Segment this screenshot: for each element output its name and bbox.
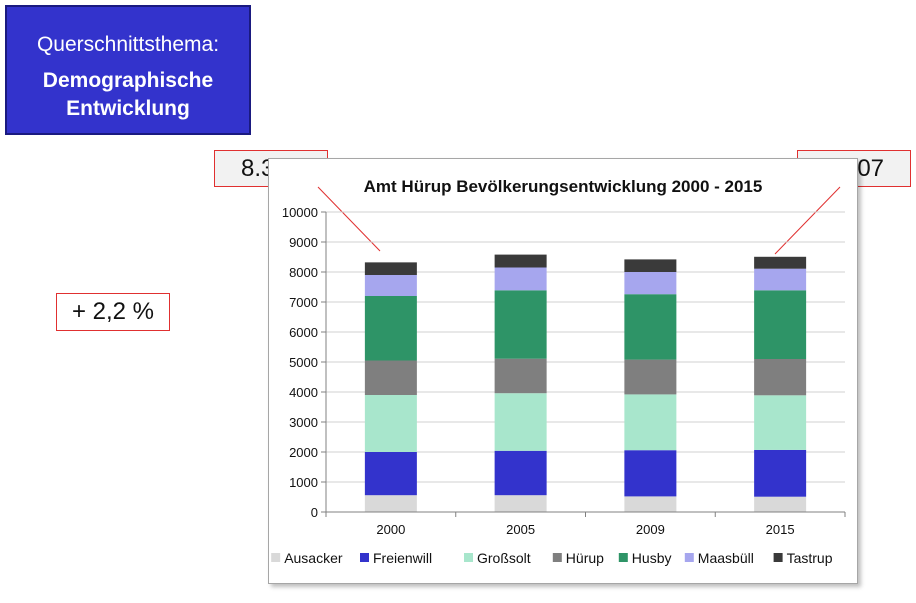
legend-label-2: Großsolt xyxy=(477,550,531,566)
topic-title: Demographische Entwicklung xyxy=(7,67,249,123)
legend-swatch-6 xyxy=(773,553,783,562)
topic-title-line1: Demographische xyxy=(42,69,214,92)
legend-label-4: Husby xyxy=(632,550,672,566)
bar-segment-2005-5 xyxy=(494,267,547,291)
bar-segment-2009-2 xyxy=(624,394,677,451)
bar-segment-2009-5 xyxy=(624,272,677,295)
bar-segment-2015-5 xyxy=(754,268,807,291)
callout-leader-2015 xyxy=(774,186,841,255)
legend-swatch-2 xyxy=(464,553,473,562)
x-tick-label: 2000 xyxy=(376,522,405,537)
legend-label-6: Tastrup xyxy=(787,550,833,566)
bar-segment-2000-3 xyxy=(364,360,417,395)
bar-segment-2015-6 xyxy=(754,256,807,269)
bar-segment-2009-4 xyxy=(624,294,677,360)
y-tick-label: 3000 xyxy=(289,415,318,430)
legend-label-1: Freienwill xyxy=(373,550,432,566)
legend-label-5: Maasbüll xyxy=(698,550,754,566)
x-tick-label: 2005 xyxy=(506,522,535,537)
legend-swatch-3 xyxy=(552,553,562,562)
bar-segment-2015-2 xyxy=(754,395,807,450)
y-tick-label: 4000 xyxy=(289,385,318,400)
bar-segment-2015-0 xyxy=(754,496,807,512)
x-tick-label: 2009 xyxy=(636,522,665,537)
y-tick-label: 1000 xyxy=(289,475,318,490)
topic-label: Querschnittsthema: xyxy=(36,33,220,56)
bar-segment-2000-0 xyxy=(364,495,417,512)
y-tick-label: 6000 xyxy=(289,325,318,340)
bar-segment-2015-3 xyxy=(754,359,807,396)
bar-segment-2005-0 xyxy=(494,495,547,512)
legend-swatch-0 xyxy=(271,553,281,562)
legend-swatch-5 xyxy=(684,553,694,562)
bar-segment-2009-0 xyxy=(624,496,677,512)
bar-segment-2000-5 xyxy=(364,275,417,296)
bar-segment-2015-1 xyxy=(754,449,807,497)
legend-label-0: Ausacker xyxy=(284,550,343,566)
y-tick-label: 0 xyxy=(311,505,318,520)
y-tick-label: 5000 xyxy=(289,355,318,370)
callout-change-percent: + 2,2 % xyxy=(56,293,170,331)
bar-segment-2009-6 xyxy=(624,259,677,272)
y-tick-label: 9000 xyxy=(289,235,318,250)
x-tick-label: 2015 xyxy=(766,522,795,537)
bar-segment-2000-4 xyxy=(364,296,417,361)
callout-leader-2000 xyxy=(317,186,381,252)
legend-swatch-1 xyxy=(360,553,369,562)
bar-segment-2000-6 xyxy=(364,262,417,275)
bar-segment-2005-3 xyxy=(494,358,547,394)
bar-segment-2015-4 xyxy=(754,290,807,359)
bar-segment-2005-1 xyxy=(494,450,547,496)
y-tick-label: 2000 xyxy=(289,445,318,460)
legend-label-3: Hürup xyxy=(566,550,604,566)
legend-swatch-4 xyxy=(618,553,628,562)
bar-segment-2009-3 xyxy=(624,359,677,395)
bar-segment-2009-1 xyxy=(624,450,677,497)
bar-segment-2005-4 xyxy=(494,290,547,359)
topic-box: Querschnittsthema: Demographische Entwic… xyxy=(5,5,251,135)
bar-segment-2005-6 xyxy=(494,254,547,268)
chart-title: Amt Hürup Bevölkerungsentwicklung 2000 -… xyxy=(364,177,763,196)
y-tick-label: 8000 xyxy=(289,265,318,280)
y-tick-label: 7000 xyxy=(289,295,318,310)
bar-segment-2000-1 xyxy=(364,452,417,496)
y-tick-label: 10000 xyxy=(282,205,318,220)
bar-segment-2005-2 xyxy=(494,393,547,451)
bar-segment-2000-2 xyxy=(364,395,417,452)
topic-title-line2: Entwicklung xyxy=(66,97,190,120)
